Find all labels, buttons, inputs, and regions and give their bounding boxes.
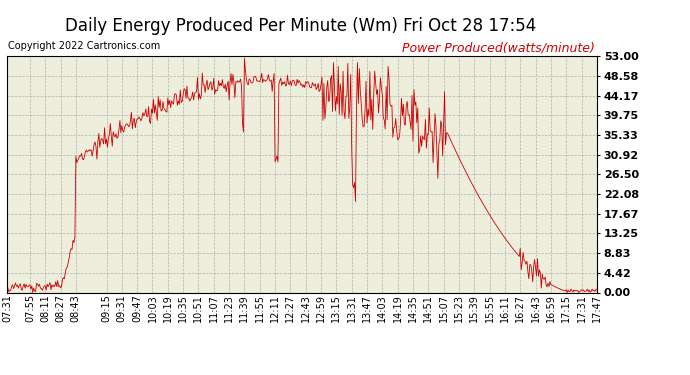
Text: Copyright 2022 Cartronics.com: Copyright 2022 Cartronics.com [8,41,161,51]
Text: Daily Energy Produced Per Minute (Wm) Fri Oct 28 17:54: Daily Energy Produced Per Minute (Wm) Fr… [65,17,535,35]
Text: Power Produced(watts/minute): Power Produced(watts/minute) [402,41,595,54]
